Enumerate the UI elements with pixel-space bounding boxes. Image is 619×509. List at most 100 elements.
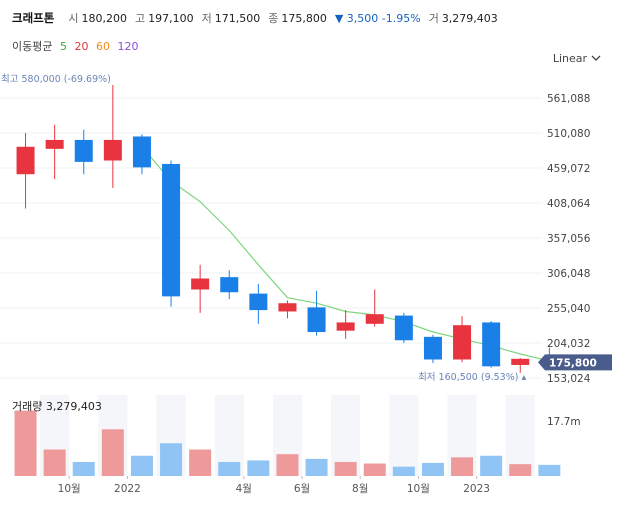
- price-tick-label: 510,080: [547, 128, 590, 140]
- current-price-label: 175,800: [549, 357, 597, 369]
- x-axis-label: 8월: [352, 483, 368, 495]
- candle: [394, 312, 413, 344]
- candle: [220, 270, 239, 300]
- candle: [249, 284, 268, 324]
- volume-band: [505, 395, 535, 476]
- close-value: 175,800: [281, 11, 327, 25]
- candle: [16, 133, 35, 209]
- volume-bar: [247, 460, 270, 476]
- price-axis: 561,088 510,080 459,072 408,064 357,056 306,0…: [547, 93, 591, 385]
- volume-band: [389, 395, 419, 476]
- candle: [162, 160, 181, 307]
- price-tick-label: 255,040: [547, 303, 590, 315]
- candle: [336, 310, 355, 339]
- ma-120[interactable]: 120: [117, 40, 139, 53]
- candle: [278, 300, 297, 319]
- candle-body: [132, 136, 151, 168]
- moving-average-legend: 이동평균 5 20 60 120: [12, 38, 142, 54]
- volume-bar: [392, 466, 415, 476]
- volume-bar: [276, 454, 299, 476]
- x-axis-label: 10월: [407, 483, 430, 495]
- x-axis: 10월 2022 4월 6월 8월 10월 2023: [58, 476, 490, 495]
- annotations: ▾ 최고 580,000 (-69.69%) 최저 160,500 (9.53%)…: [0, 74, 612, 383]
- candle: [482, 321, 501, 368]
- candle-body: [162, 163, 181, 297]
- volume-bar: [305, 458, 328, 476]
- candle-body: [16, 146, 35, 175]
- volume-bar: [130, 455, 153, 476]
- candle: [511, 358, 530, 373]
- candle-body: [278, 303, 297, 312]
- candle-body: [307, 307, 326, 333]
- high-label: 고: [134, 12, 146, 25]
- current-price-badge: [538, 354, 612, 371]
- volume-bar: [451, 457, 474, 476]
- volume-bar: [72, 461, 95, 476]
- candle-body: [249, 293, 268, 311]
- candle-body: [394, 315, 413, 341]
- x-axis-label: 2023: [463, 483, 490, 495]
- x-axis-label: 2022: [114, 483, 141, 495]
- candle-body: [453, 325, 472, 360]
- max-price-annotation: ▾ 최고 580,000 (-69.69%): [0, 74, 111, 85]
- candle-body: [482, 322, 501, 367]
- price-tick-label: 357,056: [547, 233, 591, 245]
- price-tick-label: 459,072: [547, 163, 590, 175]
- price-tick-label: 204,032: [547, 338, 590, 350]
- low-label: 저: [201, 12, 212, 25]
- candle-body: [74, 139, 93, 162]
- open-label: 시: [68, 12, 79, 25]
- volume-bar: [218, 461, 241, 476]
- open-value: 180,200: [81, 11, 127, 25]
- price-tick-label: 153,024: [547, 373, 591, 385]
- quote-header: 크래프톤 시 180,200 고 197,100 저 171,500 종 175…: [12, 10, 506, 26]
- candle-body: [423, 336, 442, 360]
- candle-body: [336, 322, 355, 331]
- x-axis-label: 6월: [294, 483, 310, 495]
- candle-body: [45, 139, 64, 149]
- candle-body: [220, 277, 239, 293]
- high-value: 197,100: [148, 11, 194, 25]
- candle: [453, 316, 472, 363]
- candle: [191, 264, 210, 313]
- close-label: 종: [268, 12, 279, 25]
- volume-bar: [480, 455, 503, 476]
- ma-label: 이동평균: [12, 40, 53, 53]
- candle: [74, 129, 93, 175]
- candles: [16, 85, 557, 373]
- volume-bar: [421, 462, 444, 476]
- price-tick-label: 408,064: [547, 198, 591, 210]
- candle: [132, 134, 151, 175]
- volume-chart: 17.7m 거래량 3,279,403: [12, 400, 581, 476]
- change-value: ▼ 3,500 -1.95%: [334, 11, 421, 25]
- volume-bar: [43, 449, 66, 476]
- volume-bar: [160, 443, 183, 476]
- candle: [45, 124, 64, 180]
- chevron-down-icon: [591, 52, 601, 65]
- ma-5[interactable]: 5: [59, 40, 67, 53]
- volume-bar: [101, 429, 124, 476]
- volume-bar: [538, 464, 561, 476]
- stock-name: 크래프톤: [12, 11, 55, 25]
- candle: [103, 85, 122, 188]
- price-tick-label: 561,088: [547, 93, 590, 105]
- volume-value: 3,279,403: [441, 11, 498, 25]
- volume-bar: [334, 461, 357, 476]
- price-gridlines: [0, 97, 542, 379]
- price-tick-label: 306,048: [547, 268, 590, 280]
- candle: [365, 289, 384, 327]
- volume-bar: [14, 410, 37, 476]
- volume-tick-label: 17.7m: [547, 416, 581, 428]
- volume-legend: 거래량 3,279,403: [12, 400, 102, 413]
- candle-body: [365, 314, 384, 324]
- scale-selector[interactable]: Linear: [553, 52, 601, 65]
- ma-60[interactable]: 60: [95, 40, 110, 53]
- candle: [307, 290, 326, 336]
- candle-body: [191, 278, 210, 290]
- x-axis-label: 10월: [58, 483, 81, 495]
- candle-body: [103, 139, 122, 161]
- candle: [423, 334, 442, 363]
- ma-20[interactable]: 20: [74, 40, 89, 53]
- low-value: 171,500: [214, 11, 261, 25]
